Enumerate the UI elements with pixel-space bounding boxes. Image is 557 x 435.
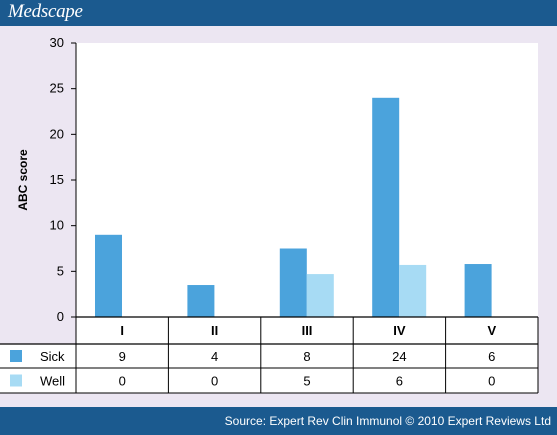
table-cell-sick: 4	[211, 349, 218, 364]
y-tick-label: 15	[50, 172, 64, 187]
plot-area	[76, 43, 538, 317]
bar-sick-iii	[279, 248, 307, 317]
y-tick-label: 10	[50, 218, 64, 233]
y-tick-label: 5	[57, 263, 64, 278]
category-label: IV	[393, 323, 406, 338]
bar-sick-iv	[372, 97, 400, 317]
table-cell-sick: 24	[392, 349, 406, 364]
category-label: II	[211, 323, 218, 338]
bar-well-iii	[306, 274, 334, 317]
category-label: I	[120, 323, 124, 338]
y-tick-label: 30	[50, 35, 64, 50]
footer-bar: Source: Expert Rev Clin Immunol © 2010 E…	[0, 407, 557, 435]
source-credit: Source: Expert Rev Clin Immunol © 2010 E…	[224, 414, 551, 428]
y-tick-label: 20	[50, 126, 64, 141]
table-cell-well: 0	[488, 374, 495, 389]
table-cell-sick: 9	[119, 349, 126, 364]
legend-label-well: Well	[40, 374, 65, 389]
category-label: III	[302, 323, 313, 338]
header-bar: Medscape	[0, 0, 557, 26]
table-cell-well: 5	[303, 374, 310, 389]
bar-well-iv	[399, 264, 427, 317]
table-cell-well: 0	[119, 374, 126, 389]
category-label: V	[487, 323, 496, 338]
bar-sick-ii	[187, 285, 215, 317]
table-cell-well: 6	[396, 374, 403, 389]
brand-logo: Medscape	[8, 1, 83, 22]
bar-sick-i	[95, 234, 122, 317]
bar-sick-v	[464, 264, 492, 317]
legend-swatch-well	[10, 374, 22, 387]
y-axis-title: ABC score	[16, 149, 30, 211]
table-cell-sick: 8	[303, 349, 310, 364]
table-cell-well: 0	[211, 374, 218, 389]
table-cell-sick: 6	[488, 349, 495, 364]
legend-swatch-sick	[10, 350, 22, 362]
y-tick-label: 0	[57, 309, 64, 324]
table-header-bg	[76, 317, 538, 344]
legend-label-sick: Sick	[40, 349, 65, 364]
y-tick-label: 25	[50, 81, 64, 96]
